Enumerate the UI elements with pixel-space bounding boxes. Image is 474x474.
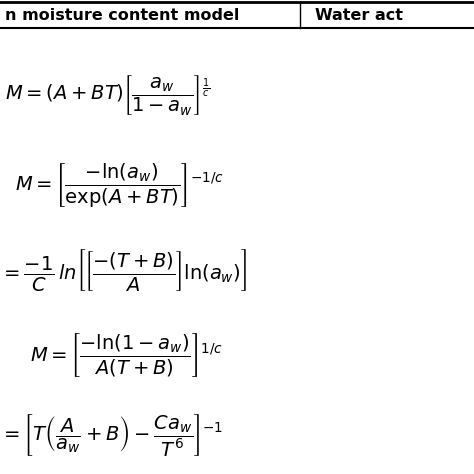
Text: $= \dfrac{-1}{C}\,ln\left[\left[\dfrac{-(T + B)}{A}\right]\ln(a_w)\right]$: $= \dfrac{-1}{C}\,ln\left[\left[\dfrac{-… <box>0 247 247 293</box>
Text: $= \left[T\left(\dfrac{A}{a_w} + B\right) - \dfrac{Ca_w}{T^6}\right]^{-1}$: $= \left[T\left(\dfrac{A}{a_w} + B\right… <box>0 412 223 458</box>
Text: Water act: Water act <box>315 8 403 22</box>
Text: $M = (A + BT)\left[\dfrac{a_w}{1 - a_w}\right]^{\frac{1}{c}}$: $M = (A + BT)\left[\dfrac{a_w}{1 - a_w}\… <box>5 73 210 117</box>
Text: $M = \left[\dfrac{-\ln(1 - a_w)}{A(T + B)}\right]^{1/c}$: $M = \left[\dfrac{-\ln(1 - a_w)}{A(T + B… <box>30 331 223 379</box>
Text: n moisture content model: n moisture content model <box>5 8 239 22</box>
Text: $M = \left[\dfrac{-\ln(a_w)}{\exp(A + BT)}\right]^{-1/c}$: $M = \left[\dfrac{-\ln(a_w)}{\exp(A + BT… <box>15 161 224 209</box>
